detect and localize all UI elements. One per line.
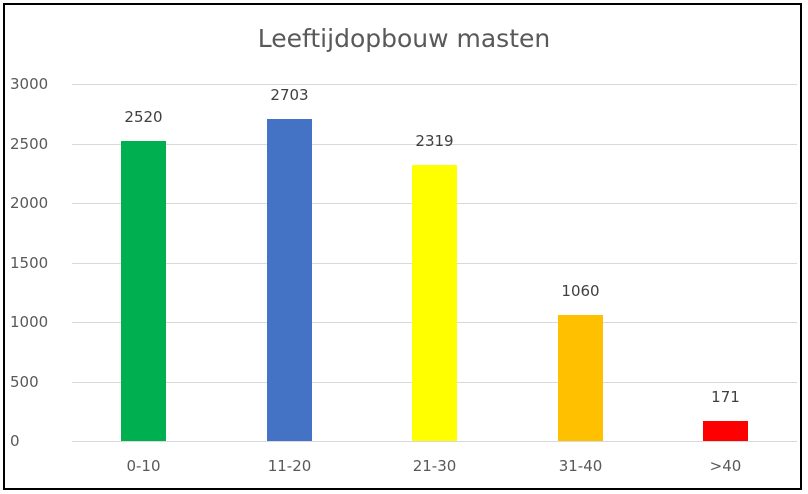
gridline [72,84,797,85]
data-label: 171 [711,387,740,406]
y-tick-label: 1500 [10,254,49,272]
bar-21-30 [412,165,457,441]
y-tick-label: 1000 [10,313,49,331]
x-tick-label: 0-10 [126,457,161,475]
y-tick-label: 3000 [10,75,49,93]
data-label: 2703 [270,86,309,105]
x-tick-label: 21-30 [412,457,457,475]
y-tick-label: 2500 [10,135,49,153]
x-tick-label: 31-40 [558,457,603,475]
x-tick-label: 11-20 [267,457,312,475]
bar-31-40 [558,314,603,441]
gridline [72,144,797,145]
y-tick-label: 500 [10,373,39,391]
bar-11-20 [267,119,312,441]
y-tick-label: 2000 [10,194,49,212]
x-tick-label: >40 [709,457,742,475]
bar-0-10 [121,141,166,441]
y-tick-label: 0 [10,432,20,450]
data-label: 1060 [561,281,600,300]
chart-title: Leeftijdopbouw masten [257,24,551,53]
bar-gt40 [703,420,748,441]
data-label: 2520 [124,108,163,127]
data-label: 2319 [415,132,454,151]
gridline [72,441,797,442]
